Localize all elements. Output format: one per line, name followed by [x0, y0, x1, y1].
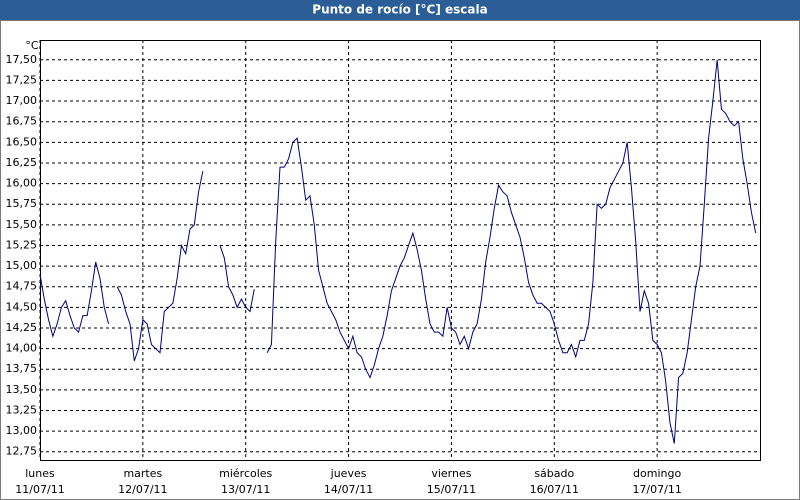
y-unit: °C [25, 39, 39, 52]
y-tick-label: 15,50 [6, 218, 38, 231]
y-tick-label: 13,75 [6, 362, 38, 375]
title-bar [0, 0, 800, 20]
y-tick-label: 14,00 [6, 342, 38, 355]
x-tick-date: 16/07/11 [530, 483, 579, 496]
x-tick-label: miércoles [219, 467, 272, 480]
y-tick-label: 14,75 [6, 280, 38, 293]
y-tick-label: 15,25 [6, 238, 38, 251]
x-tick-label: jueves [330, 467, 367, 480]
x-tick-label: martes [123, 467, 162, 480]
x-tick-label: sábado [534, 467, 574, 480]
y-tick-label: 16,75 [6, 115, 38, 128]
y-tick-label: 15,00 [6, 259, 38, 272]
y-tick-label: 17,25 [6, 73, 38, 86]
chart-title: Punto de rocío [°C] escala [312, 3, 487, 17]
y-tick-label: 13,25 [6, 403, 38, 416]
y-tick-label: 16,50 [6, 135, 38, 148]
y-tick-label: 15,75 [6, 197, 38, 210]
x-tick-date: 11/07/11 [15, 483, 64, 496]
y-tick-label: 13,00 [6, 424, 38, 437]
y-tick-label: 14,25 [6, 321, 38, 334]
y-tick-label: 12,75 [6, 445, 38, 458]
x-tick-date: 12/07/11 [118, 483, 167, 496]
y-tick-label: 17,00 [6, 94, 38, 107]
x-tick-label: lunes [25, 467, 55, 480]
y-tick-label: 16,25 [6, 156, 38, 169]
data-line [39, 59, 757, 444]
x-tick-date: 14/07/11 [324, 483, 373, 496]
x-tick-date: 13/07/11 [221, 483, 270, 496]
y-tick-label: 13,50 [6, 383, 38, 396]
x-tick-date: 17/07/11 [632, 483, 681, 496]
y-tick-label: 16,00 [6, 177, 38, 190]
x-tick-label: domingo [633, 467, 681, 480]
x-tick-label: viernes [431, 467, 471, 480]
y-tick-label: 17,50 [6, 53, 38, 66]
y-tick-label: 14,50 [6, 300, 38, 313]
x-tick-date: 15/07/11 [427, 483, 476, 496]
